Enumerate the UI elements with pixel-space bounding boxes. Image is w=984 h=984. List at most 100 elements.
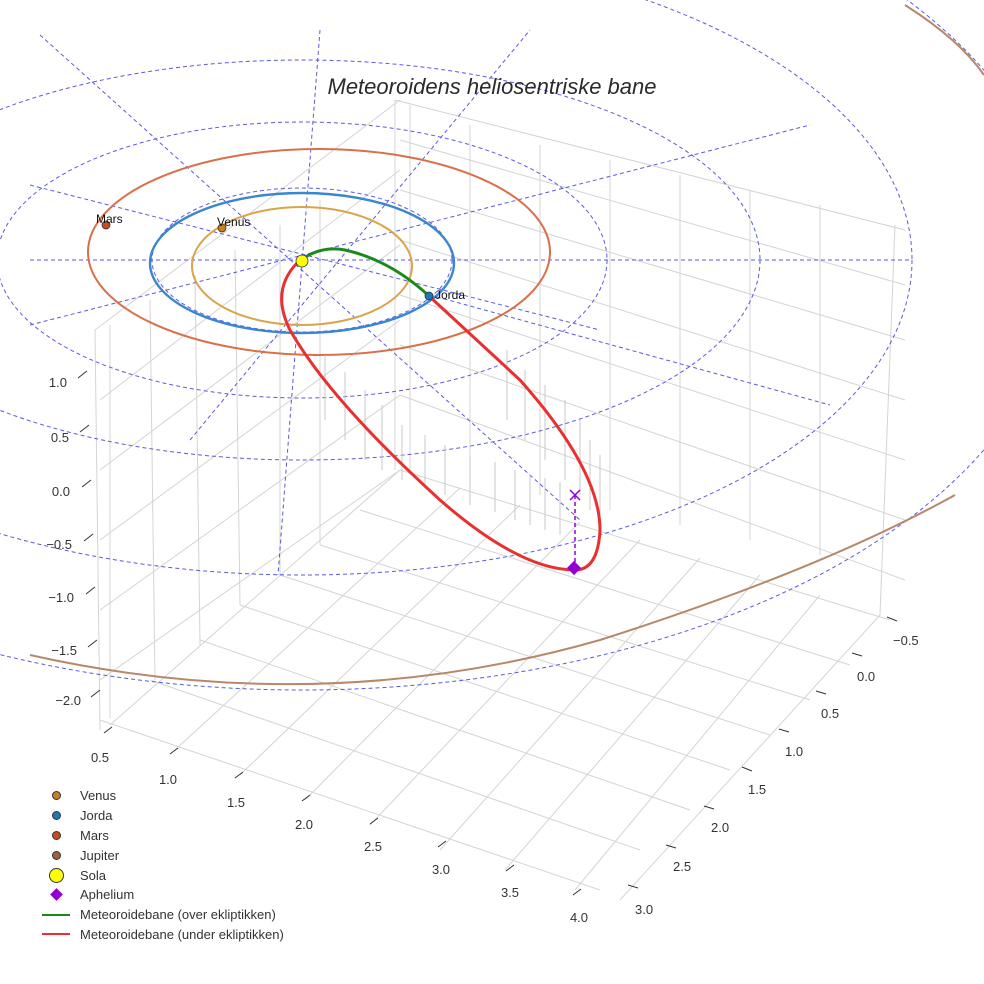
tick-mark (665, 844, 677, 849)
jorda-marker (424, 291, 434, 301)
tick-label: 2.5 (364, 839, 382, 854)
tick-label: 0.5 (91, 750, 109, 765)
legend-item[interactable]: Jupiter (38, 845, 284, 865)
tick-label: −2.0 (55, 693, 81, 708)
legend-symbol (38, 788, 74, 804)
aphelium-projection-x-icon (569, 489, 581, 501)
line-swatch-icon (42, 913, 70, 916)
planet-orbits (29, 4, 984, 686)
venus-orbit (191, 206, 413, 326)
legend: Venus Jorda Mars Jupiter Sola Aphelium Meteoro… (38, 786, 284, 944)
tick-mark (301, 794, 311, 802)
legend-label: Meteoroidebane (under ekliptikken) (80, 926, 284, 942)
tick-label: 3.5 (501, 885, 519, 900)
circle-marker-icon (51, 850, 61, 860)
tick-mark (703, 805, 715, 810)
legend-item[interactable]: Sola (38, 865, 284, 885)
diamond-marker-icon (49, 888, 63, 902)
tick-label: −1.5 (51, 643, 77, 658)
chart-title: Meteoroidens heliosentriske bane (0, 74, 984, 100)
sun-marker-icon (48, 867, 64, 883)
legend-symbol (38, 867, 74, 883)
tick-mark (369, 817, 379, 825)
mars-orbit (87, 148, 551, 356)
tick-mark (234, 771, 244, 779)
tick-mark (778, 728, 790, 733)
tick-mark (90, 689, 101, 698)
legend-label: Jupiter (80, 847, 120, 863)
legend-label: Meteoroidebane (over ekliptikken) (80, 907, 276, 923)
tick-label: 2.5 (673, 859, 691, 874)
chart-title-text: Meteoroidens heliosentriske bane (327, 74, 657, 99)
legend-symbol (38, 926, 74, 942)
planet-markers: Mars Venus Jorda (96, 212, 465, 302)
legend-symbol (38, 847, 74, 863)
y-axis-ticks: −0.5 0.0 0.5 1.0 1.5 2.0 2.5 3.0 (627, 616, 919, 917)
tick-label: −0.5 (893, 633, 919, 648)
legend-item[interactable]: Meteoroidebane (over ekliptikken) (38, 905, 284, 925)
mars-marker (101, 220, 111, 230)
aphelium-diamond-icon (566, 560, 582, 576)
sola-marker (295, 254, 309, 268)
ecliptic-grid (0, 0, 984, 691)
tick-label: 1.5 (227, 795, 245, 810)
meteoroid-orbit (280, 247, 602, 572)
tick-label: 3.0 (432, 862, 450, 877)
tick-mark (79, 424, 90, 433)
jorda-orbit (148, 191, 456, 335)
legend-item[interactable]: Mars (38, 826, 284, 846)
venus-marker (217, 223, 227, 233)
legend-item[interactable]: Venus (38, 786, 284, 806)
tick-mark (505, 864, 515, 872)
jupiter-orbit (904, 4, 984, 76)
legend-symbol (38, 827, 74, 843)
tick-mark (169, 747, 179, 755)
legend-symbol (38, 887, 74, 903)
tick-mark (886, 616, 898, 622)
meteoroid-orbit-under (280, 260, 602, 572)
tick-mark (103, 726, 113, 734)
tick-label: 3.0 (635, 902, 653, 917)
x-axis-ticks: 0.5 1.0 1.5 2.0 2.5 3.0 3.5 4.0 (91, 726, 588, 925)
legend-label: Mars (80, 827, 109, 843)
legend-label: Jorda (80, 808, 113, 824)
tick-label: 0.0 (857, 669, 875, 684)
projection-stems (324, 350, 601, 535)
tick-label: 0.5 (821, 706, 839, 721)
tick-label: −0.5 (46, 537, 72, 552)
legend-item[interactable]: Meteoroidebane (under ekliptikken) (38, 925, 284, 945)
tick-label: 2.0 (711, 820, 729, 835)
jorda-label: Jorda (435, 288, 465, 302)
legend-item[interactable]: Aphelium (38, 885, 284, 905)
tick-label: −1.0 (48, 590, 74, 605)
tick-label: 1.5 (748, 782, 766, 797)
tick-label: 1.0 (49, 375, 67, 390)
legend-label: Sola (80, 867, 107, 883)
tick-label: 1.0 (159, 772, 177, 787)
tick-mark (85, 586, 96, 595)
tick-mark (83, 533, 94, 542)
tick-label: 0.0 (52, 484, 70, 499)
legend-symbol (38, 907, 74, 923)
tick-mark (572, 888, 582, 896)
mars-label: Mars (96, 212, 123, 226)
tick-label: 1.0 (785, 744, 803, 759)
legend-label: Venus (80, 788, 117, 804)
tick-mark (627, 884, 639, 889)
venus-label: Venus (217, 215, 250, 229)
tick-mark (87, 639, 98, 648)
tick-mark (437, 840, 447, 848)
z-axis-ticks: 1.0 0.5 0.0 −0.5 −1.0 −1.5 −2.0 (46, 370, 101, 708)
axis-grid (94, 99, 906, 901)
legend-symbol (38, 808, 74, 824)
tick-mark (77, 370, 88, 379)
line-swatch-icon (42, 933, 70, 936)
tick-label: 0.5 (51, 430, 69, 445)
aphelium-group (566, 489, 582, 576)
circle-marker-icon (51, 830, 61, 840)
legend-label: Aphelium (80, 887, 135, 903)
tick-mark (741, 766, 753, 772)
circle-marker-icon (51, 811, 61, 821)
legend-item[interactable]: Jorda (38, 806, 284, 826)
